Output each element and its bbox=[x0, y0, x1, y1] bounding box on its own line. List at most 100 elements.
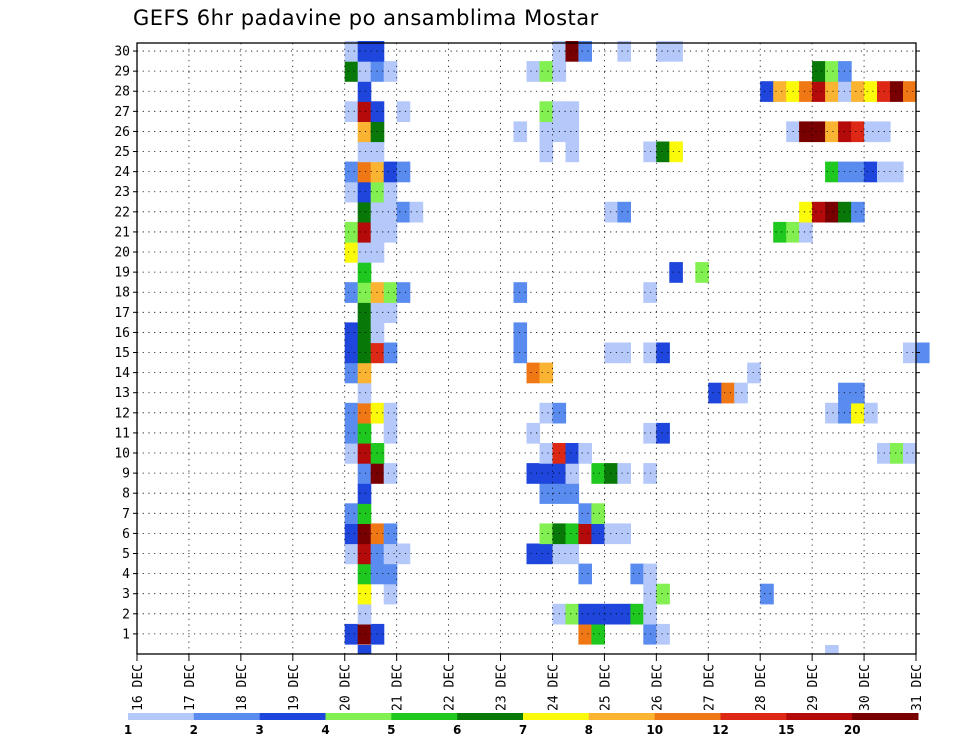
heatmap-cell bbox=[864, 402, 878, 424]
heatmap-cell bbox=[344, 282, 359, 303]
legend-swatch bbox=[193, 713, 261, 720]
heatmap-cell bbox=[539, 141, 554, 163]
heatmap-cell bbox=[344, 402, 359, 424]
heatmap-cell bbox=[539, 443, 554, 464]
y-tick-label: 4 bbox=[122, 567, 130, 582]
heatmap-cell bbox=[539, 523, 554, 545]
heatmap-cell bbox=[656, 623, 670, 645]
heatmap-cell bbox=[357, 563, 372, 585]
heatmap-cell bbox=[344, 101, 359, 122]
heatmap-cell bbox=[344, 362, 359, 384]
legend-swatch bbox=[786, 713, 853, 720]
heatmap-cell bbox=[344, 242, 359, 263]
heatmap-cell bbox=[734, 382, 748, 404]
heatmap-cell bbox=[656, 342, 670, 364]
heatmap-cell bbox=[344, 322, 359, 344]
heatmap-cell bbox=[812, 201, 826, 223]
heatmap-cell bbox=[357, 422, 372, 444]
heatmap-cell bbox=[539, 121, 554, 143]
heatmap-cell bbox=[357, 443, 372, 464]
heatmap-cell bbox=[513, 342, 528, 364]
legend-label: 15 bbox=[778, 723, 795, 737]
legend-swatch bbox=[457, 713, 524, 720]
x-tick-label: 25 DEC bbox=[598, 664, 613, 711]
heatmap-cell bbox=[916, 342, 930, 364]
heatmap-cell bbox=[825, 645, 839, 654]
heatmap-cell bbox=[357, 101, 372, 122]
y-tick-label: 11 bbox=[114, 426, 130, 441]
heatmap-cell bbox=[383, 523, 398, 545]
legend-label: 12 bbox=[712, 723, 729, 737]
legend-swatch bbox=[720, 713, 787, 720]
y-tick-label: 8 bbox=[122, 487, 130, 502]
y-tick-label: 30 bbox=[114, 45, 130, 60]
heatmap-cell bbox=[383, 422, 398, 444]
heatmap-cell bbox=[396, 543, 411, 565]
heatmap-cell bbox=[617, 463, 631, 484]
y-tick-label: 26 bbox=[114, 125, 130, 140]
y-tick-label: 21 bbox=[114, 225, 130, 240]
heatmap-cell bbox=[851, 81, 865, 102]
heatmap-cell bbox=[383, 583, 398, 605]
legend-label: 8 bbox=[585, 723, 593, 737]
y-tick-label: 17 bbox=[114, 306, 130, 321]
heatmap-cell bbox=[357, 201, 372, 223]
heatmap-cell bbox=[396, 282, 411, 303]
heatmap-cell bbox=[357, 221, 372, 243]
legend-label: 4 bbox=[321, 723, 329, 737]
x-tick-label: 30 DEC bbox=[858, 664, 873, 711]
heatmap-cell bbox=[565, 41, 580, 62]
y-tick-label: 16 bbox=[114, 326, 130, 341]
heatmap-cell bbox=[890, 81, 904, 102]
x-tick-label: 21 DEC bbox=[391, 664, 406, 711]
heatmap-cell bbox=[357, 483, 372, 504]
heatmap-cell bbox=[357, 282, 372, 303]
heatmap-cell bbox=[591, 503, 605, 524]
heatmap-cell bbox=[344, 503, 359, 524]
heatmap-cell bbox=[344, 41, 359, 62]
heatmap-cell bbox=[383, 342, 398, 364]
y-tick-label: 12 bbox=[114, 406, 130, 421]
x-tick-label: 19 DEC bbox=[287, 664, 302, 711]
y-tick-label: 18 bbox=[114, 286, 130, 301]
y-tick-label: 22 bbox=[114, 205, 130, 220]
heatmap-cell bbox=[526, 61, 541, 82]
heatmap-cell bbox=[864, 161, 878, 183]
legend-swatch bbox=[654, 713, 721, 720]
heatmap-cell bbox=[344, 161, 359, 183]
heatmap-cell bbox=[864, 81, 878, 102]
heatmap-cell bbox=[565, 121, 580, 143]
heatmap-cell bbox=[669, 41, 683, 62]
heatmap-cell bbox=[591, 603, 605, 625]
heatmap-cell bbox=[383, 543, 398, 565]
heatmap-cell bbox=[851, 402, 865, 424]
heatmap-cell bbox=[344, 543, 359, 565]
y-tick-label: 24 bbox=[114, 165, 130, 180]
heatmap-cell bbox=[344, 181, 359, 203]
heatmap-cell bbox=[851, 201, 865, 223]
heatmap-cell bbox=[591, 463, 605, 484]
heatmap-cell bbox=[903, 342, 917, 364]
heatmap-cell bbox=[357, 543, 372, 565]
heatmap-cell bbox=[617, 41, 631, 62]
heatmap-cell bbox=[656, 583, 670, 605]
legend-label: 7 bbox=[519, 723, 527, 737]
legend-swatch bbox=[588, 713, 656, 720]
legend-swatch bbox=[391, 713, 458, 720]
heatmap-cell bbox=[526, 543, 541, 565]
heatmap-cell bbox=[903, 81, 917, 102]
legend-swatch bbox=[259, 713, 326, 720]
heatmap-cell bbox=[864, 121, 878, 143]
heatmap-cell bbox=[825, 121, 839, 143]
heatmap-cell bbox=[383, 161, 398, 183]
y-tick-label: 9 bbox=[122, 467, 130, 482]
x-tick-label: 29 DEC bbox=[806, 664, 821, 711]
heatmap-cell bbox=[357, 161, 372, 183]
heatmap-cell bbox=[578, 623, 592, 645]
heatmap-cell bbox=[825, 402, 839, 424]
heatmap-cell bbox=[344, 342, 359, 364]
heatmap-cell bbox=[565, 101, 580, 122]
x-tick-label: 22 DEC bbox=[443, 664, 458, 711]
y-tick-label: 19 bbox=[114, 266, 130, 281]
heatmap-cell bbox=[357, 603, 372, 625]
